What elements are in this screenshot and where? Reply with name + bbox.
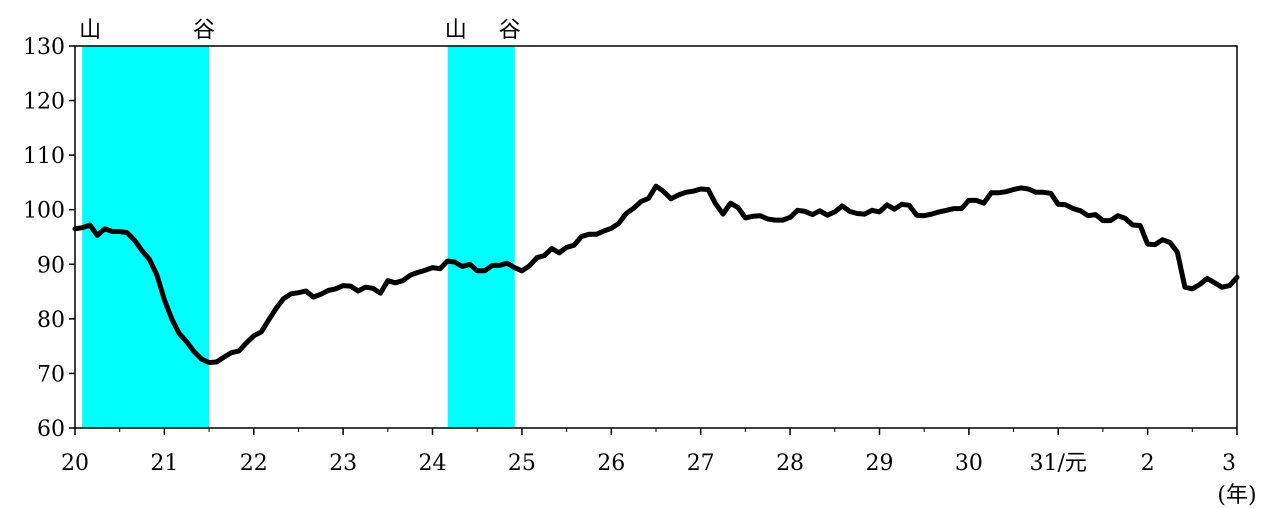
recession-bands [82,46,515,428]
x-tick-label-8: 28 [776,451,804,476]
recession-band-labels: 山谷山谷 [79,18,521,43]
y-tick-label-70: 70 [37,362,65,387]
y-tick-label-110: 110 [23,144,65,169]
x-tick-label-11: 31/元 [1030,451,1087,476]
y-tick-label-120: 120 [23,90,65,115]
y-tick-label-130: 130 [23,35,65,60]
x-tick-label-7: 27 [687,451,715,476]
y-tick-label-100: 100 [23,199,65,224]
trough-label-2: 谷 [499,18,521,43]
plot-frame [74,45,1238,429]
x-axis-unit-label: (年) [1217,483,1256,508]
y-axis: 60 70 80 90 100 110 120 130 [23,35,75,442]
y-tick-label-80: 80 [37,308,65,333]
y-tick-label-60: 60 [37,417,65,442]
x-tick-label-0: 20 [61,451,89,476]
trough-label-1: 谷 [193,18,215,43]
x-tick-label-9: 29 [865,451,893,476]
x-tick-label-6: 26 [597,451,625,476]
x-tick-label-4: 24 [419,451,447,476]
peak-label-2: 山 [445,18,467,43]
recession-band-1 [82,46,210,428]
recession-band-2 [447,46,515,428]
y-tick-label-90: 90 [37,253,65,278]
x-tick-label-5: 25 [508,451,536,476]
x-tick-label-12: 2 [1141,451,1155,476]
peak-label-1: 山 [79,18,101,43]
x-tick-label-1: 21 [150,451,178,476]
series-line [72,183,1240,365]
x-tick-label-10: 30 [955,451,983,476]
x-axis: 20 21 22 23 24 25 26 27 28 29 30 31/元 2 3 [61,428,1238,476]
x-tick-label-2: 22 [240,451,268,476]
x-tick-label-13: 3 [1222,451,1236,476]
x-tick-label-3: 23 [329,451,357,476]
